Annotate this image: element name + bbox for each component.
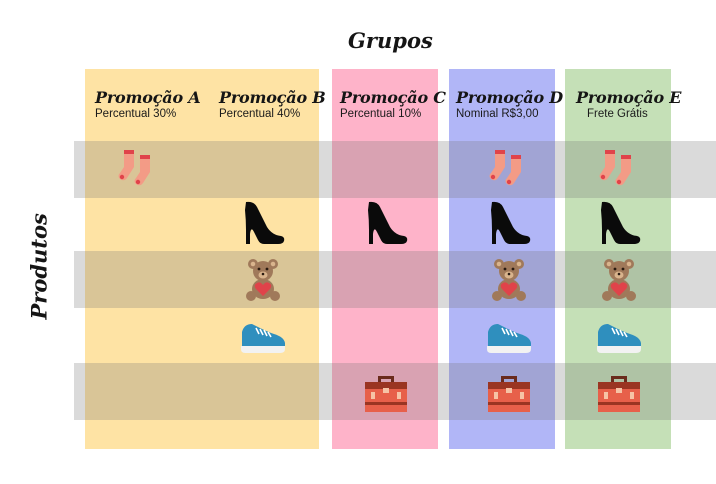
- promotion-title-a: Promoção A: [95, 88, 201, 107]
- teddy-bear-icon: [486, 256, 532, 302]
- socks-icon: [115, 145, 161, 191]
- groups-heading: Grupos: [348, 28, 433, 53]
- toolbox-icon: [363, 370, 409, 416]
- high-heel-icon: [486, 200, 532, 246]
- socks-icon: [596, 145, 642, 191]
- high-heel-icon: [240, 200, 286, 246]
- high-heel-icon: [363, 200, 409, 246]
- high-heel-icon: [596, 200, 642, 246]
- promotion-rule-d: Nominal R$3,00: [456, 108, 539, 120]
- sneaker-icon: [486, 312, 532, 358]
- promotion-title-c: Promoção C: [340, 88, 446, 107]
- teddy-bear-icon: [240, 256, 286, 302]
- promotion-title-e: Promoção E: [576, 88, 682, 107]
- toolbox-icon: [596, 370, 642, 416]
- promotion-title-b: Promoção B: [219, 88, 326, 107]
- sneaker-icon: [596, 312, 642, 358]
- promotion-rule-b: Percentual 40%: [219, 108, 301, 120]
- toolbox-icon: [486, 370, 532, 416]
- teddy-bear-icon: [596, 256, 642, 302]
- products-heading: Produtos: [26, 213, 52, 320]
- promotion-rule-c: Percentual 10%: [340, 108, 422, 120]
- promotion-title-d: Promoção D: [456, 88, 563, 107]
- promotion-rule-a: Percentual 30%: [95, 108, 177, 120]
- promotion-rule-e: Frete Grátis: [587, 108, 648, 120]
- socks-icon: [486, 145, 532, 191]
- group-column-yellow: [85, 69, 319, 449]
- sneaker-icon: [240, 312, 286, 358]
